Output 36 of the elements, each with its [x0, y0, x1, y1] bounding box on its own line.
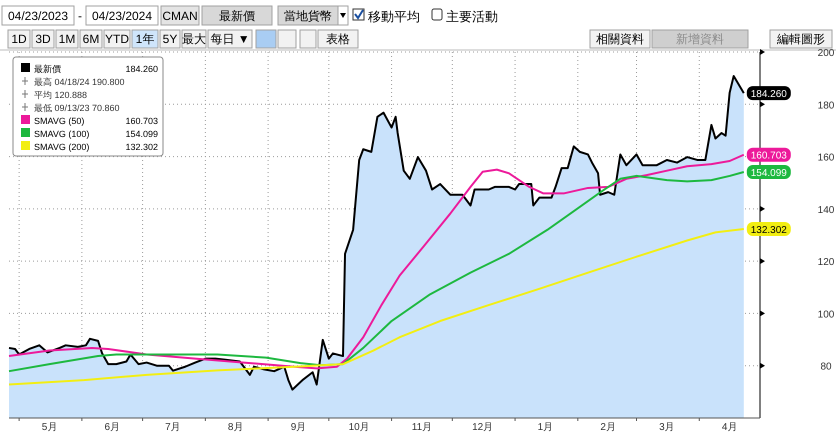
y-tick-label: 80 — [820, 362, 832, 373]
x-tick-label: 5月 — [42, 422, 58, 432]
text: 154.099 — [125, 129, 158, 139]
y-tick-label: 120 — [818, 257, 835, 268]
data-label: 154.099 — [750, 168, 788, 179]
y-tick-label: 140 — [818, 204, 835, 216]
x-tick-label: 6月 — [104, 422, 120, 432]
legend-label: SMAVG (100) — [34, 129, 90, 139]
legend-label: 最新價 — [34, 64, 61, 74]
text: 184.260 — [125, 64, 158, 74]
x-tick-label: 11月 — [412, 422, 432, 432]
legend-label: SMAVG (50) — [34, 116, 84, 126]
legend-label: SMAVG (200) — [34, 142, 90, 152]
data-label: 132.302 — [750, 224, 788, 236]
x-tick-label: 2月 — [600, 422, 616, 432]
annotation: 最高 04/18/24 190.800 — [34, 77, 125, 87]
toolbar: 04/23/2023 04/23/2024 - CMAN 最新價 當地貨幣 移動平均 主要活動 1D 3D 1M 6M YTD 1年 5Y 最大 每日 ▼ 表格 相關資料 新增資料 編輯圖形 — [0, 6, 836, 50]
x-tick-label: 3月 — [659, 422, 675, 432]
y-tick-label: 100 — [818, 309, 835, 320]
y-tick-label: 200 — [818, 48, 835, 59]
y-tick-label: 180 — [818, 100, 835, 112]
data-label: 160.703 — [750, 150, 788, 162]
annotation: 平均 120.888 — [34, 90, 88, 100]
x-tick-label: 4月 — [722, 422, 738, 432]
x-tick-label: 1月 — [538, 422, 554, 432]
text: 132.302 — [125, 142, 158, 152]
x-tick-label: 10月 — [348, 422, 370, 432]
data-label: 184.260 — [750, 89, 788, 100]
x-tick-label: 8月 — [228, 422, 244, 432]
x-tick-label: 12月 — [472, 422, 494, 432]
text: 160.703 — [125, 116, 158, 126]
line-series — [8, 228, 745, 386]
y-tick-label: 160 — [818, 152, 835, 164]
x-tick-label: 7月 — [165, 422, 181, 432]
annotation: 最低 09/13/23 70.860 — [34, 103, 120, 113]
x-tick-label: 9月 — [290, 422, 306, 432]
